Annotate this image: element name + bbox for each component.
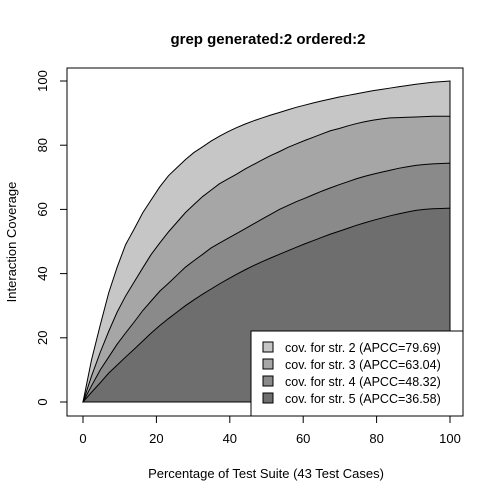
legend-label-2: cov. for str. 3 (APCC=63.04) — [285, 358, 441, 372]
x-axis-label: Percentage of Test Suite (43 Test Cases) — [148, 466, 384, 481]
x-axis: 0 20 40 60 80 100 — [79, 415, 461, 446]
legend-label-1: cov. for str. 2 (APCC=79.69) — [285, 341, 441, 355]
x-tick-label: 40 — [223, 431, 237, 446]
y-tick-label: 60 — [35, 202, 50, 216]
y-axis-label: Interaction Coverage — [4, 182, 19, 303]
x-tick-label: 0 — [79, 431, 86, 446]
y-tick-label: 100 — [35, 70, 50, 92]
x-tick-label: 80 — [369, 431, 383, 446]
legend-swatch-1 — [262, 341, 274, 353]
x-tick-label: 20 — [149, 431, 163, 446]
chart-title: grep generated:2 ordered:2 — [170, 31, 365, 48]
legend-label-4: cov. for str. 5 (APCC=36.58) — [285, 392, 441, 406]
y-axis: 0 20 40 60 80 100 — [35, 70, 68, 406]
y-tick-label: 20 — [35, 331, 50, 345]
legend: cov. for str. 2 (APCC=79.69) cov. for str… — [250, 330, 464, 417]
legend-box — [250, 330, 464, 417]
y-tick-label: 40 — [35, 266, 50, 280]
legend-swatch-4 — [262, 392, 274, 404]
legend-swatch-3 — [262, 375, 274, 387]
y-tick-label: 80 — [35, 138, 50, 152]
legend-label-3: cov. for str. 4 (APCC=48.32) — [285, 375, 441, 389]
y-tick-label: 0 — [35, 398, 50, 405]
legend-swatch-2 — [262, 358, 274, 370]
x-tick-label: 100 — [439, 431, 461, 446]
x-tick-label: 60 — [296, 431, 310, 446]
